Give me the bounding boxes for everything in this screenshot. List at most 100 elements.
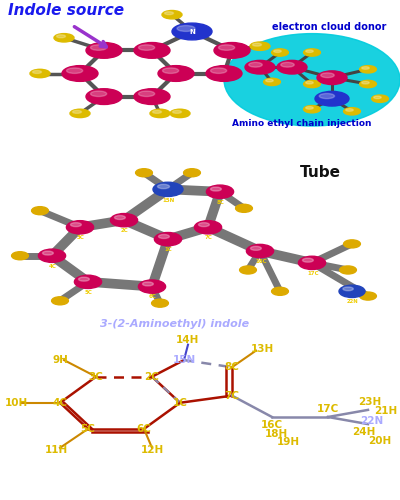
Ellipse shape bbox=[210, 187, 221, 191]
Text: 1C: 1C bbox=[165, 247, 173, 252]
Text: 12H: 12H bbox=[140, 445, 164, 455]
Ellipse shape bbox=[218, 45, 235, 51]
Ellipse shape bbox=[319, 94, 334, 98]
Ellipse shape bbox=[152, 110, 162, 114]
Ellipse shape bbox=[90, 91, 107, 96]
Ellipse shape bbox=[250, 246, 261, 250]
Text: 11H: 11H bbox=[44, 445, 68, 455]
Text: 13H: 13H bbox=[250, 344, 274, 354]
Circle shape bbox=[224, 34, 400, 126]
Ellipse shape bbox=[172, 23, 212, 40]
Text: 9H: 9H bbox=[52, 355, 68, 365]
Ellipse shape bbox=[172, 110, 182, 114]
Ellipse shape bbox=[177, 26, 195, 32]
Text: 2C: 2C bbox=[144, 372, 160, 382]
Ellipse shape bbox=[78, 277, 89, 281]
Text: 10H: 10H bbox=[4, 398, 28, 408]
Text: 18H: 18H bbox=[264, 428, 288, 438]
Ellipse shape bbox=[138, 45, 155, 51]
Text: 19H: 19H bbox=[276, 437, 300, 447]
Text: 24H: 24H bbox=[352, 428, 376, 438]
Ellipse shape bbox=[153, 182, 183, 196]
Ellipse shape bbox=[372, 95, 388, 102]
Ellipse shape bbox=[304, 80, 320, 87]
Ellipse shape bbox=[164, 12, 174, 14]
Ellipse shape bbox=[136, 168, 152, 177]
Ellipse shape bbox=[86, 42, 122, 58]
Ellipse shape bbox=[246, 244, 274, 258]
Ellipse shape bbox=[110, 214, 138, 227]
Ellipse shape bbox=[54, 34, 74, 42]
Ellipse shape bbox=[281, 62, 294, 67]
Text: 23H: 23H bbox=[358, 396, 382, 406]
Ellipse shape bbox=[184, 168, 200, 177]
Ellipse shape bbox=[32, 206, 48, 214]
Text: Indole source: Indole source bbox=[8, 2, 124, 18]
Ellipse shape bbox=[134, 88, 170, 104]
Ellipse shape bbox=[198, 222, 209, 226]
Ellipse shape bbox=[304, 49, 320, 56]
Ellipse shape bbox=[66, 220, 94, 234]
Text: 3-(2-Aminoethyl) indole: 3-(2-Aminoethyl) indole bbox=[100, 319, 249, 329]
Ellipse shape bbox=[214, 42, 250, 58]
Text: 2C: 2C bbox=[121, 228, 129, 233]
Text: 7C: 7C bbox=[224, 390, 240, 400]
Ellipse shape bbox=[315, 92, 349, 106]
Text: 15N: 15N bbox=[172, 355, 196, 365]
Ellipse shape bbox=[249, 62, 262, 67]
Ellipse shape bbox=[298, 256, 326, 270]
Ellipse shape bbox=[66, 68, 83, 73]
Ellipse shape bbox=[158, 66, 194, 82]
Ellipse shape bbox=[206, 66, 242, 82]
Ellipse shape bbox=[74, 275, 102, 288]
Ellipse shape bbox=[339, 285, 365, 298]
Ellipse shape bbox=[70, 109, 90, 118]
Ellipse shape bbox=[272, 49, 288, 56]
Text: 22N: 22N bbox=[360, 416, 384, 426]
Text: 5C: 5C bbox=[80, 424, 96, 434]
Text: Wire frame: Wire frame bbox=[288, 332, 366, 345]
Ellipse shape bbox=[12, 252, 28, 260]
Ellipse shape bbox=[277, 60, 307, 74]
Ellipse shape bbox=[306, 82, 313, 84]
Ellipse shape bbox=[162, 10, 182, 19]
Ellipse shape bbox=[134, 42, 170, 58]
Ellipse shape bbox=[240, 266, 256, 274]
Ellipse shape bbox=[360, 292, 376, 300]
Ellipse shape bbox=[252, 43, 262, 46]
Ellipse shape bbox=[56, 35, 66, 38]
Ellipse shape bbox=[38, 249, 66, 262]
Ellipse shape bbox=[306, 50, 313, 52]
Text: 1C: 1C bbox=[172, 398, 188, 408]
Ellipse shape bbox=[317, 71, 347, 85]
Text: 3C: 3C bbox=[77, 235, 85, 240]
Text: 3C: 3C bbox=[88, 372, 104, 382]
Ellipse shape bbox=[32, 70, 42, 74]
Text: 17C: 17C bbox=[307, 270, 319, 276]
Ellipse shape bbox=[321, 73, 334, 78]
Text: 4C: 4C bbox=[49, 264, 57, 268]
Ellipse shape bbox=[236, 204, 252, 212]
Text: 7C: 7C bbox=[205, 235, 213, 240]
Ellipse shape bbox=[154, 232, 182, 246]
Ellipse shape bbox=[90, 45, 107, 51]
Ellipse shape bbox=[343, 287, 353, 290]
Ellipse shape bbox=[72, 110, 82, 114]
Ellipse shape bbox=[138, 280, 166, 293]
Ellipse shape bbox=[30, 70, 50, 78]
Text: 20H: 20H bbox=[368, 436, 392, 446]
Ellipse shape bbox=[210, 68, 227, 73]
Ellipse shape bbox=[138, 91, 155, 96]
Text: 21H: 21H bbox=[374, 406, 398, 416]
Ellipse shape bbox=[266, 80, 273, 82]
Text: 8C: 8C bbox=[217, 200, 225, 204]
Text: Amino ethyl chain injection: Amino ethyl chain injection bbox=[232, 119, 372, 128]
Ellipse shape bbox=[274, 50, 281, 52]
Text: 8C: 8C bbox=[224, 362, 240, 372]
Ellipse shape bbox=[306, 106, 313, 109]
Ellipse shape bbox=[150, 109, 170, 118]
Text: 22N: 22N bbox=[347, 298, 359, 304]
Ellipse shape bbox=[245, 60, 275, 74]
Text: 16C: 16C bbox=[255, 259, 267, 264]
Ellipse shape bbox=[152, 299, 168, 307]
